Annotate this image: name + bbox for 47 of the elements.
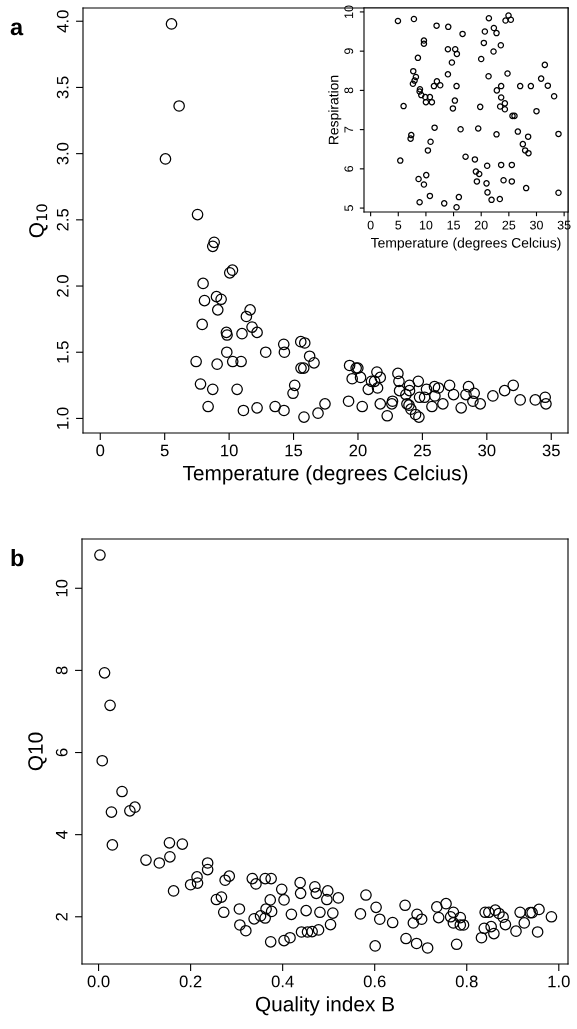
- x-tick-label: 0.4: [271, 975, 294, 988]
- x-tick-label: 20: [474, 220, 488, 230]
- y-tick-label: 3.5: [56, 76, 69, 99]
- x-tick-label: 30: [530, 220, 543, 230]
- y-tick-label: 2.5: [56, 208, 69, 231]
- x-tick-label: 10: [221, 444, 238, 457]
- x-tick-label: 0.6: [363, 975, 386, 988]
- x-axis-title: Temperature (degrees Celcius): [182, 465, 468, 485]
- x-axis-title: Temperature (degrees Celcius): [370, 237, 561, 251]
- y-tick-label: 4: [55, 830, 68, 839]
- x-tick-label: 0.8: [455, 975, 478, 988]
- y-tick-label: 7: [344, 126, 354, 133]
- x-tick-label: 35: [542, 444, 560, 457]
- y-tick-label: 9: [344, 48, 354, 55]
- x-tick-label: 0: [96, 444, 105, 457]
- y-tick-label: 6: [55, 748, 68, 757]
- x-tick-label: 15: [447, 220, 460, 230]
- y-tick-label: 6: [344, 165, 354, 172]
- x-tick-label: 30: [478, 444, 496, 457]
- text: a: [10, 22, 24, 36]
- y-tick-label: 10: [55, 579, 68, 597]
- x-tick-label: 10: [419, 220, 433, 230]
- x-tick-label: 0.2: [179, 975, 202, 988]
- y-tick-label: 2: [55, 912, 68, 921]
- y-tick-label: 1.0: [56, 407, 69, 429]
- y-tick-label: 10: [344, 5, 354, 18]
- y-axis-title: Q10: [28, 732, 47, 771]
- x-tick-label: 20: [349, 444, 367, 457]
- x-tick-label: 25: [502, 220, 516, 230]
- y-tick-label: 8: [55, 666, 68, 675]
- y-axis-title: Q$_{10}$: [29, 204, 48, 238]
- x-tick-label: 1.0: [548, 975, 570, 988]
- x-tick-label: 5: [160, 444, 169, 457]
- y-tick-label: 2.0: [56, 275, 69, 297]
- x-axis-title: Quality index B: [255, 996, 394, 1016]
- y-axis-title: Respiration: [328, 75, 342, 144]
- x-tick-label: 0: [367, 220, 374, 230]
- x-tick-label: 25: [413, 444, 431, 457]
- x-tick-label: 0.0: [87, 975, 110, 988]
- x-tick-label: 5: [395, 220, 402, 230]
- text: b: [11, 549, 24, 567]
- y-tick-label: 5: [344, 205, 354, 212]
- x-tick-label: 15: [285, 444, 303, 457]
- y-tick-label: 8: [344, 87, 354, 94]
- y-tick-label: 1.5: [56, 341, 69, 363]
- y-tick-label: 4.0: [56, 10, 69, 33]
- y-tick-label: 3.0: [56, 142, 69, 165]
